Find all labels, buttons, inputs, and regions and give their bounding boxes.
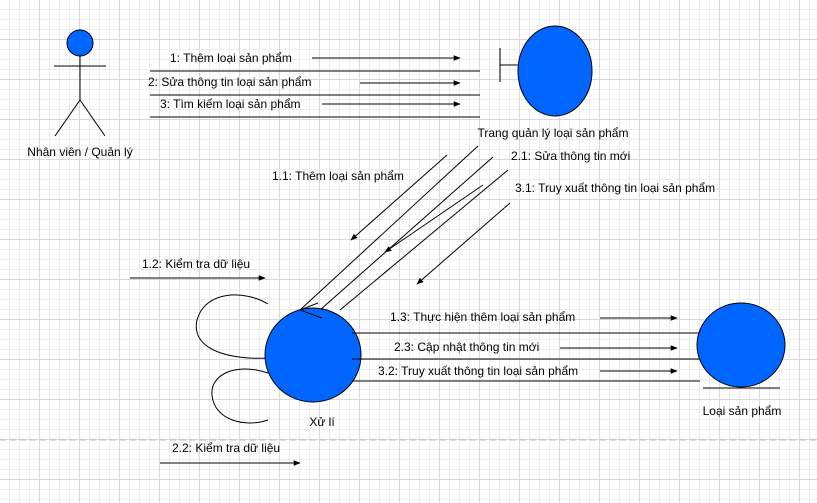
message-3-1-arrow xyxy=(416,202,511,285)
entity-object[interactable] xyxy=(696,302,786,389)
entity-object-label: Loại sản phẩm xyxy=(703,404,782,418)
boundary-control-links xyxy=(299,145,509,311)
message-2-3-label: 2.3: Cập nhật thông tin mới xyxy=(394,340,539,354)
message-2-2-label: 2.2: Kiểm tra dữ liệu xyxy=(172,441,280,455)
message-3-label: 3: Tìm kiếm loại sản phẩm xyxy=(160,97,301,111)
message-2-1-arrow xyxy=(384,184,484,253)
message-2-label: 2: Sửa thông tin loại sản phẩm xyxy=(148,75,311,89)
boundary-object-circle xyxy=(517,25,593,117)
user-actor[interactable] xyxy=(54,29,106,137)
control-object-circle xyxy=(264,307,362,403)
control-entity-links xyxy=(352,332,700,382)
user-actor-head xyxy=(66,29,94,57)
control-object[interactable] xyxy=(264,302,362,403)
boundary-object-label: Trang quản lý loại sản phẩm xyxy=(478,126,629,140)
message-2-1-label: 2.1: Sửa thông tin mới xyxy=(511,149,630,163)
message-1-1-label: 1.1: Thêm loại sản phẩm xyxy=(272,169,404,183)
boundary-object[interactable] xyxy=(499,25,593,117)
message-3-1-label: 3.1: Truy xuất thông tin loại sản phẩm xyxy=(515,181,715,195)
message-1-3-label: 1.3: Thực hiện thêm loại sản phẩm xyxy=(390,310,575,324)
user-actor-label: Nhân viên / Quản lý xyxy=(27,145,132,159)
user-boundary-links xyxy=(150,70,480,118)
control-object-label: Xử lí xyxy=(309,415,335,429)
self-loop-upper xyxy=(195,294,269,359)
message-3-2-label: 3.2: Truy xuất thông tin loại sản phẩm xyxy=(378,364,578,378)
message-1-1-arrow xyxy=(350,154,448,241)
entity-object-circle xyxy=(696,302,786,388)
message-1-label: 1: Thêm loại sản phẩm xyxy=(170,51,292,65)
self-loop-lower xyxy=(211,368,269,424)
message-1-2-label: 1.2: Kiểm tra dữ liệu xyxy=(142,257,250,271)
